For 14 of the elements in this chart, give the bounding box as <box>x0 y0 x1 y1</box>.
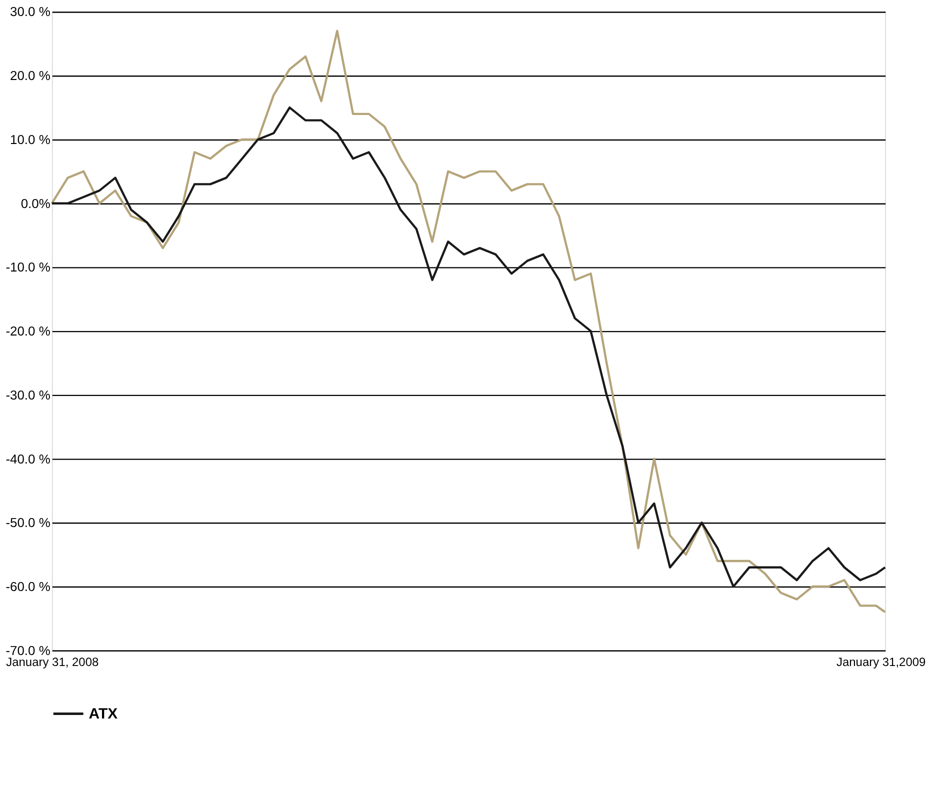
y-tick-label: -10.0 % <box>6 260 51 275</box>
legend-label: ATX <box>88 706 118 723</box>
y-tick-label: -50.0 % <box>6 515 51 530</box>
line-series <box>50 30 886 614</box>
y-tick-label: -30.0 % <box>6 387 51 402</box>
y-tick-label: -20.0 % <box>6 324 51 339</box>
y-tick-label: 0.0% <box>20 196 51 211</box>
y-tick-label: -60.0 % <box>6 579 51 594</box>
x-tick-label: January 31,2009 <box>836 654 926 669</box>
line-series <box>50 106 886 588</box>
y-tick-label: 10.0 % <box>10 132 51 147</box>
y-tick-label: -40.0 % <box>6 451 51 466</box>
y-tick-label: 20.0 % <box>10 68 51 84</box>
y-tick-label: 30.0 % <box>10 4 51 20</box>
